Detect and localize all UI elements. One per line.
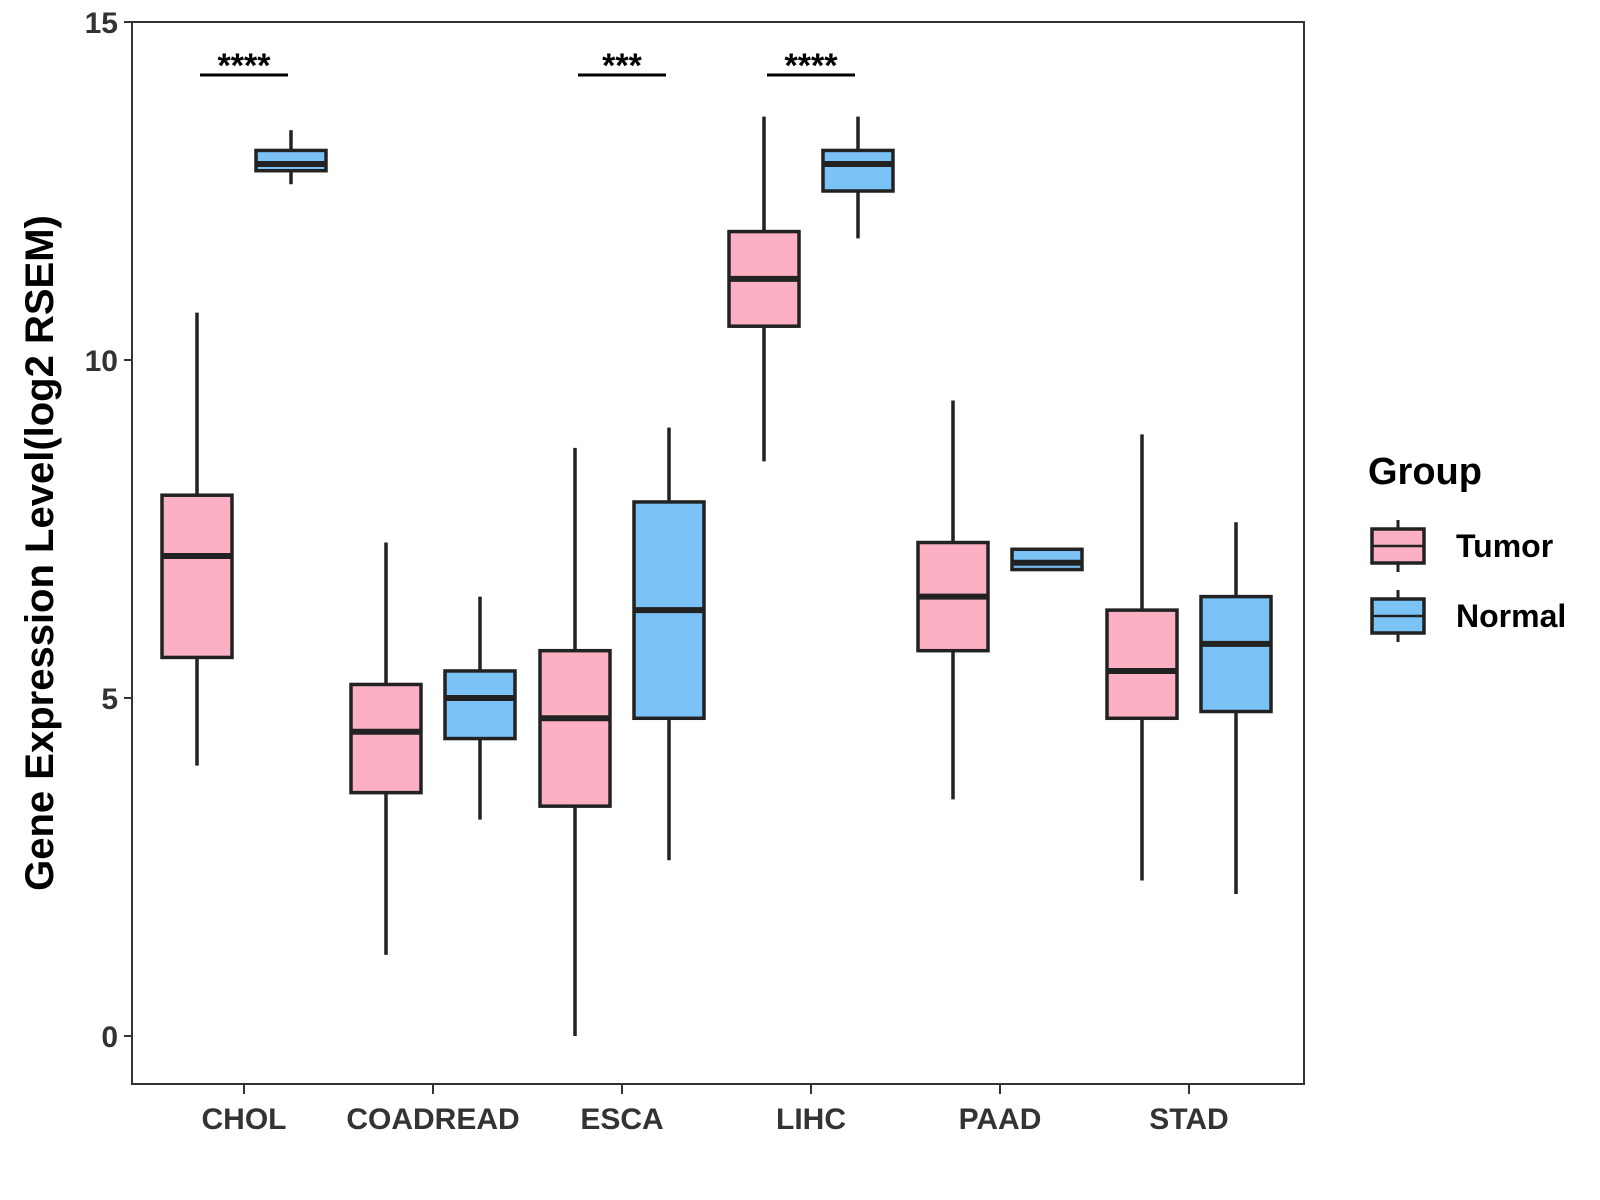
- x-tick-label: STAD: [1149, 1103, 1228, 1136]
- box-normal-esca: [632, 427, 706, 861]
- significance-esca: ***: [578, 47, 666, 85]
- x-axis: CHOL COADREAD ESCA LIHC PAAD STAD: [202, 1084, 1229, 1136]
- x-tick-label: ESCA: [580, 1103, 663, 1136]
- significance-label: ***: [602, 47, 642, 85]
- box-tumor-chol: [160, 312, 234, 766]
- significance-chol: ****: [200, 47, 288, 85]
- box-body: [538, 648, 612, 808]
- box-body: [1105, 608, 1179, 721]
- box-body: [254, 148, 328, 173]
- x-tick-label: PAAD: [959, 1103, 1042, 1136]
- box-tumor-stad: [1105, 434, 1179, 881]
- box-body: [160, 493, 234, 660]
- box-normal-paad: [1010, 547, 1084, 572]
- box-body: [821, 148, 895, 193]
- box-normal-lihc: [821, 116, 895, 239]
- box-normal-coadread: [443, 596, 517, 820]
- y-tick-label: 0: [101, 1021, 118, 1054]
- legend-title: Group: [1368, 451, 1482, 493]
- significance-layer: **** *** ****: [200, 47, 855, 85]
- legend-entry-normal: Normal: [1370, 590, 1566, 642]
- y-tick-label: 5: [101, 683, 118, 716]
- box-normal-stad: [1199, 522, 1273, 895]
- y-tick-label: 15: [85, 7, 118, 40]
- box-tumor-lihc: [727, 116, 801, 462]
- box-body: [1010, 547, 1084, 572]
- significance-lihc: ****: [767, 47, 855, 85]
- y-tick-label: 10: [85, 345, 118, 378]
- plot-layer: [160, 116, 1273, 1036]
- significance-label: ****: [785, 47, 839, 85]
- y-axis: 0 5 10 15: [85, 7, 132, 1054]
- box-body: [443, 669, 517, 741]
- box-normal-chol: [254, 130, 328, 185]
- plot-panel-border: [131, 21, 1305, 1085]
- x-tick-label: COADREAD: [346, 1103, 519, 1136]
- legend-label: Normal: [1456, 598, 1566, 634]
- legend-label: Tumor: [1456, 528, 1553, 564]
- x-tick-label: CHOL: [202, 1103, 287, 1136]
- legend-entry-tumor: Tumor: [1370, 520, 1553, 572]
- box-tumor-esca: [538, 447, 612, 1036]
- box-body: [349, 682, 423, 795]
- box-body: [1199, 594, 1273, 714]
- box-tumor-coadread: [349, 542, 423, 955]
- significance-label: ****: [218, 47, 272, 85]
- x-tick-label: LIHC: [776, 1103, 846, 1136]
- y-axis-title: Gene Expression Level(log2 RSEM): [18, 215, 62, 891]
- legend: Group Tumor Normal: [1368, 451, 1566, 642]
- box-tumor-paad: [916, 400, 990, 800]
